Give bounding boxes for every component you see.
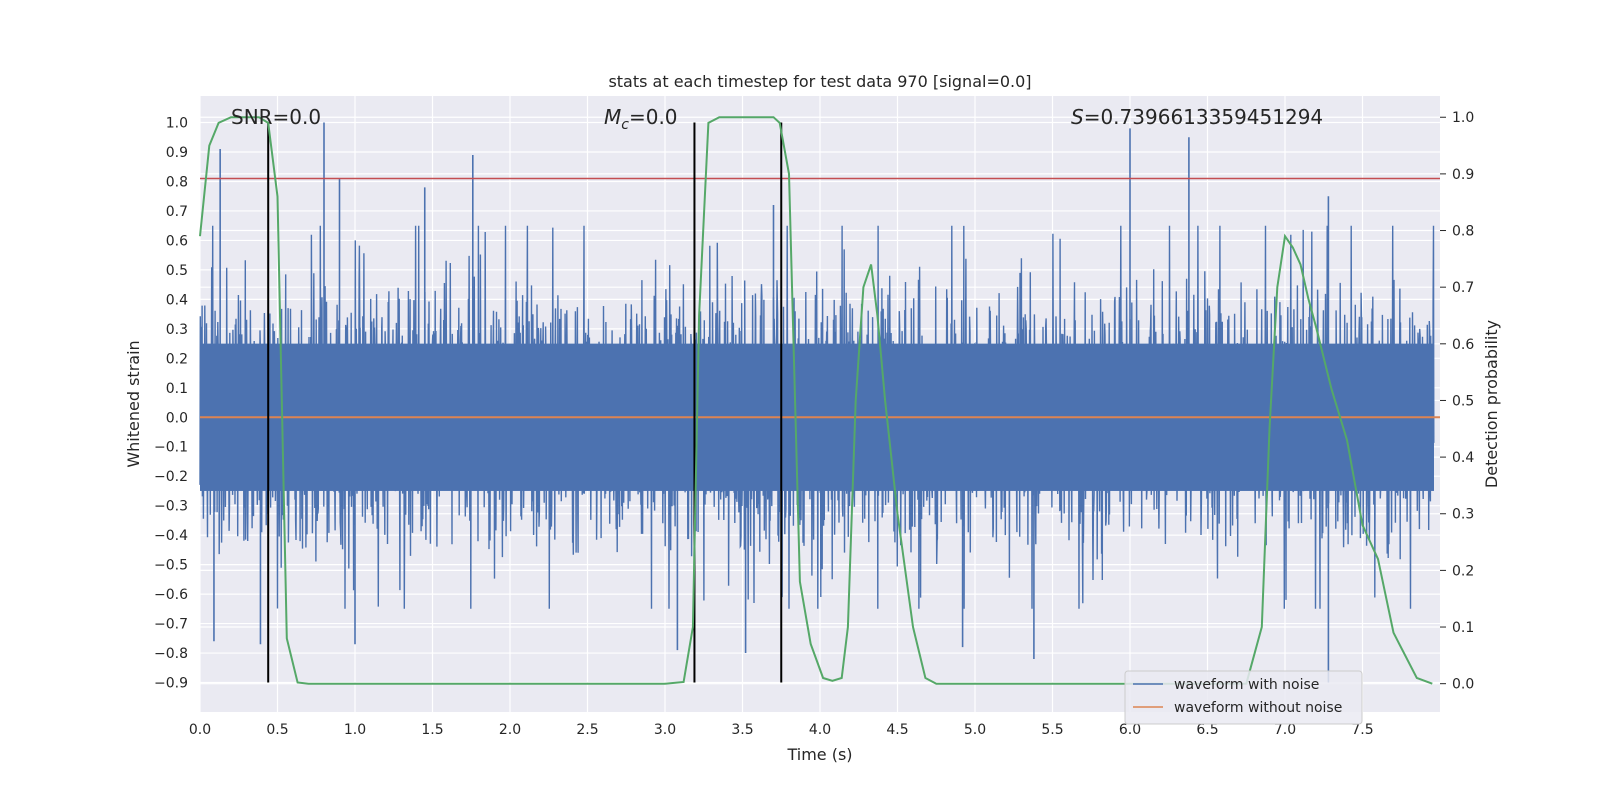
x-tick-label: 0.5 [266,722,288,738]
legend: waveform with noise waveform without noi… [1124,670,1363,725]
y-tick-label: −0.2 [154,469,188,485]
x-tick-label: 5.5 [1041,722,1063,738]
y-tick-label: 0.3 [166,322,188,338]
x-tick-label: 0.0 [189,722,211,738]
y-tick-label: −0.1 [154,440,188,456]
y-right-tick-label: 0.4 [1452,450,1474,466]
y-right-tick-label: 1.0 [1452,110,1474,126]
score-symbol: S [1071,105,1084,129]
y-tick-label: 0.7 [166,204,188,220]
x-tick-label: 1.5 [421,722,443,738]
x-tick-label: 7.0 [1274,722,1296,738]
y-tick-label: 0.6 [166,233,188,249]
y-tick-label: 0.0 [166,410,188,426]
legend-label-clean: waveform without noise [1174,700,1342,716]
y-tick-label: 0.1 [166,381,188,397]
y-right-tick-label: 0.7 [1452,280,1474,296]
y-tick-label: 0.8 [166,174,188,190]
y-tick-label: −0.4 [154,528,188,544]
y-tick-label: 0.9 [166,145,188,161]
x-tick-label: 4.5 [886,722,908,738]
score-value: =0.7396613359451294 [1084,105,1323,129]
snr-annotation: SNR=0.0 [231,105,321,129]
legend-label-noise: waveform with noise [1174,677,1319,693]
y-tick-label: 1.0 [166,116,188,132]
y-tick-label: −0.6 [154,587,188,603]
y-axis-label: Whitened strain [124,340,143,467]
y-right-tick-label: 0.9 [1452,167,1474,183]
chart-title: stats at each timestep for test data 970… [608,72,1031,91]
x-tick-label: 1.0 [344,722,366,738]
x-tick-label: 6.5 [1196,722,1218,738]
chirp-mass-value: =0.0 [629,105,678,129]
x-tick-label: 2.0 [499,722,521,738]
y-tick-label: −0.8 [154,646,188,662]
x-tick-label: 7.5 [1351,722,1373,738]
axes-layer: 0.0 0.5 1.0 1.5 2.0 2.5 3.0 3.5 4.0 4.5 5.0 5.5 6.0 6… [154,110,1474,738]
chirp-mass-subscript: c [621,117,629,133]
y-tick-label: −0.5 [154,558,188,574]
series-layer [199,116,1440,685]
y-tick-label: −0.3 [154,499,188,515]
x-axis-label: Time (s) [786,745,852,764]
y-tick-label: 0.2 [166,351,188,367]
x-tick-label: 3.5 [731,722,753,738]
detection-probability-line [199,116,1433,685]
y-tick-label: −0.9 [154,676,188,692]
y-tick-label: −0.7 [154,617,188,633]
y-axis-right-label: Detection probability [1482,320,1501,488]
y-right-tick-label: 0.6 [1452,337,1474,353]
y-right-tick-label: 0.1 [1452,620,1474,636]
chirp-mass-annotation: Mc=0.0 [604,105,678,133]
y-right-tick-label: 0.0 [1452,677,1474,693]
chirp-mass-symbol: M [604,105,621,129]
y-tick-label: 0.4 [166,292,188,308]
x-tick-label: 4.0 [809,722,831,738]
legend-box [1124,670,1363,725]
y-right-tick-label: 0.2 [1452,563,1474,579]
y-right-tick-label: 0.8 [1452,224,1474,240]
y-tick-label: 0.5 [166,263,188,279]
x-tick-label: 6.0 [1119,722,1141,738]
x-tick-label: 2.5 [576,722,598,738]
score-annotation: S=0.7396613359451294 [1071,105,1323,129]
y-right-tick-label: 0.5 [1452,393,1474,409]
x-tick-label: 3.0 [654,722,676,738]
y-right-tick-label: 0.3 [1452,507,1474,523]
x-tick-label: 5.0 [964,722,986,738]
